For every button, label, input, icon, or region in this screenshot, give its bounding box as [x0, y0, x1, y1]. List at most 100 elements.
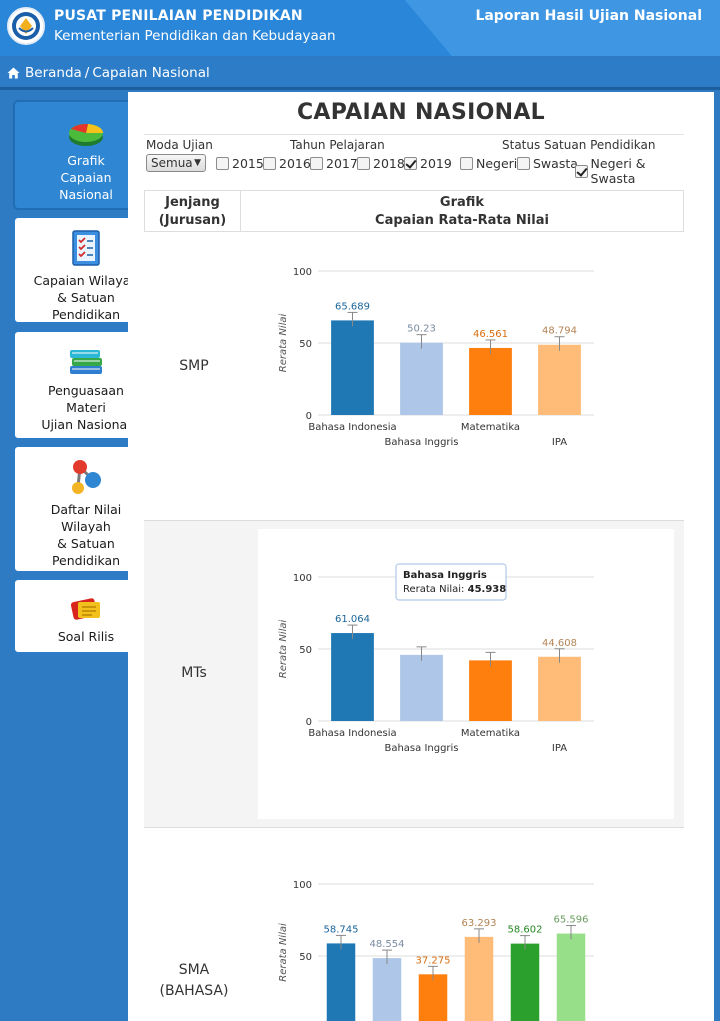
- page-edge: [714, 92, 720, 1021]
- x-tick-label: Matematika: [461, 728, 520, 739]
- column-header-grafik: Grafik Capaian Rata-Rata Nilai: [375, 195, 549, 228]
- sidebar-item-label: Penguasaan Materi Ujian Nasional: [41, 383, 131, 432]
- org-subtitle: Kementerian Pendidikan dan Kebudayaan: [54, 28, 336, 44]
- x-tick-label: Bahasa Indonesia: [308, 728, 396, 739]
- sidebar-item-label: Capaian Wilayah & Satuan Pendidikan: [33, 273, 139, 322]
- row-divider: [144, 520, 684, 521]
- status-label: Negeri: [476, 156, 518, 171]
- bar-value-label: 37.275: [416, 955, 451, 966]
- breadcrumb: Beranda / Capaian Nasional: [0, 58, 720, 90]
- jenjang-label: SMP: [179, 358, 209, 374]
- bar-value-label: 63.293: [462, 918, 497, 929]
- y-tick-label: 50: [299, 952, 312, 963]
- bar-value-label: 44.608: [542, 638, 577, 649]
- bar-value-label: 61.064: [335, 614, 370, 625]
- logo-emblem-icon: [12, 12, 40, 40]
- row-divider: [144, 827, 684, 828]
- y-axis-label: Rerata Nilai: [278, 923, 289, 982]
- sidebar-item-label: Daftar Nilai Wilayah & Satuan Pendidikan: [50, 502, 122, 568]
- kemdikbud-logo[interactable]: [7, 7, 45, 45]
- bar-value-label: 58.602: [508, 925, 543, 936]
- year-checkbox-2017[interactable]: 2017: [310, 156, 358, 171]
- breadcrumb-separator: /: [84, 64, 90, 81]
- report-title-link[interactable]: Laporan Hasil Ujian Nasional: [475, 8, 702, 24]
- status-checkbox-negeri[interactable]: Negeri: [460, 156, 517, 171]
- bar: [372, 958, 402, 1021]
- checkbox-icon: [357, 157, 370, 170]
- year-checkbox-2018[interactable]: 2018: [357, 156, 405, 171]
- bar-value-label: 46.561: [473, 329, 508, 340]
- checkbox-checked-icon: [404, 157, 417, 170]
- dropdown-arrow-icon: ▼: [194, 158, 201, 168]
- smp-bar-chart: Rerata Nilai 0 50 100 65.689 Bahasa Indonesia…: [278, 267, 594, 448]
- x-tick-label: Bahasa Indonesia: [308, 422, 396, 433]
- sma-bahasa-bar-chart: Rerata Nilai 50 100 58.745 48.554 37.275 63.29…: [278, 880, 594, 1021]
- bar-value-label: 48.554: [370, 939, 405, 950]
- bar-value-label: 50.23: [407, 324, 436, 335]
- x-tick-label: IPA: [552, 743, 567, 754]
- checkbox-icon: [216, 157, 229, 170]
- filter-bar: Moda Ujian Semua ▼ Tahun Pelajaran 2015 …: [144, 138, 690, 186]
- y-tick-label: 50: [299, 339, 312, 350]
- column-header-jenjang: Jenjang (Jurusan): [145, 191, 241, 231]
- mts-bar-chart: Rerata Nilai 0 50 100 61.064 Bahasa Indonesia…: [278, 563, 594, 754]
- bar: [331, 320, 374, 415]
- status-satuan-label: Status Satuan Pendidikan: [502, 138, 656, 152]
- books-icon: [70, 350, 102, 374]
- y-tick-label: 100: [293, 267, 312, 278]
- y-tick-label: 100: [293, 573, 312, 584]
- app-header: PUSAT PENILAIAN PENDIDIKAN Kementerian P…: [0, 0, 720, 56]
- checkbox-icon: [310, 157, 323, 170]
- year-label: 2019: [420, 156, 452, 171]
- status-checkbox-swasta[interactable]: Swasta: [517, 156, 578, 171]
- table-header: Jenjang (Jurusan) Grafik Capaian Rata-Ra…: [144, 190, 684, 232]
- tooltip-value: Rerata Nilai: 45.938: [403, 584, 506, 595]
- y-axis-label: Rerata Nilai: [278, 620, 289, 679]
- pie-chart-icon: [69, 123, 104, 146]
- bar: [400, 654, 443, 721]
- y-tick-label: 0: [306, 411, 312, 422]
- checkbox-checked-icon: [575, 164, 588, 178]
- breadcrumb-home-link[interactable]: Beranda: [25, 64, 82, 81]
- title-divider: [144, 134, 684, 135]
- bar-value-label: 48.794: [542, 326, 577, 337]
- bar: [418, 974, 448, 1021]
- checkbox-icon: [517, 157, 530, 170]
- bar: [331, 633, 374, 721]
- page-title: CAPAIAN NASIONAL: [296, 100, 545, 125]
- x-tick-label: Bahasa Inggris: [384, 437, 458, 448]
- bar: [538, 656, 581, 721]
- year-label: 2015: [232, 156, 264, 171]
- molecule-icon: [72, 460, 101, 494]
- bar: [510, 943, 540, 1021]
- table-row-sma-bahasa: SMA (BAHASA): [144, 828, 684, 1021]
- bar-value-label: 58.745: [324, 924, 359, 935]
- bar: [556, 933, 586, 1021]
- documents-icon: [70, 598, 100, 620]
- org-title: PUSAT PENILAIAN PENDIDIKAN: [54, 8, 303, 24]
- jenjang-label: SMA (BAHASA): [159, 962, 229, 999]
- jenjang-label: MTs: [181, 665, 207, 681]
- bar: [326, 943, 356, 1021]
- moda-ujian-value: Semua: [151, 156, 193, 170]
- moda-ujian-select[interactable]: Semua ▼: [146, 154, 206, 172]
- year-checkbox-2016[interactable]: 2016: [263, 156, 311, 171]
- chart-tooltip: Bahasa Inggris Rerata Nilai: 45.938: [395, 563, 507, 601]
- year-label: 2018: [373, 156, 405, 171]
- y-tick-label: 50: [299, 645, 312, 656]
- x-tick-label: IPA: [552, 437, 567, 448]
- bar: [538, 344, 581, 415]
- checkbox-icon: [263, 157, 276, 170]
- table-row-smp: SMP: [144, 234, 684, 520]
- bar: [469, 347, 512, 415]
- home-icon: [7, 67, 20, 78]
- checklist-icon: [72, 230, 100, 266]
- status-checkbox-negeri-swasta[interactable]: Negeri & Swasta: [575, 156, 690, 186]
- tooltip-box: [395, 563, 507, 601]
- year-checkbox-2019[interactable]: 2019: [404, 156, 452, 171]
- main-panel: CAPAIAN NASIONAL Moda Ujian Semua ▼ Tahu…: [128, 92, 714, 1021]
- year-checkbox-2015[interactable]: 2015: [216, 156, 264, 171]
- bar-value-label: 65.689: [335, 301, 370, 312]
- y-axis-label: Rerata Nilai: [278, 314, 289, 373]
- tahun-pelajaran-label: Tahun Pelajaran: [290, 138, 385, 152]
